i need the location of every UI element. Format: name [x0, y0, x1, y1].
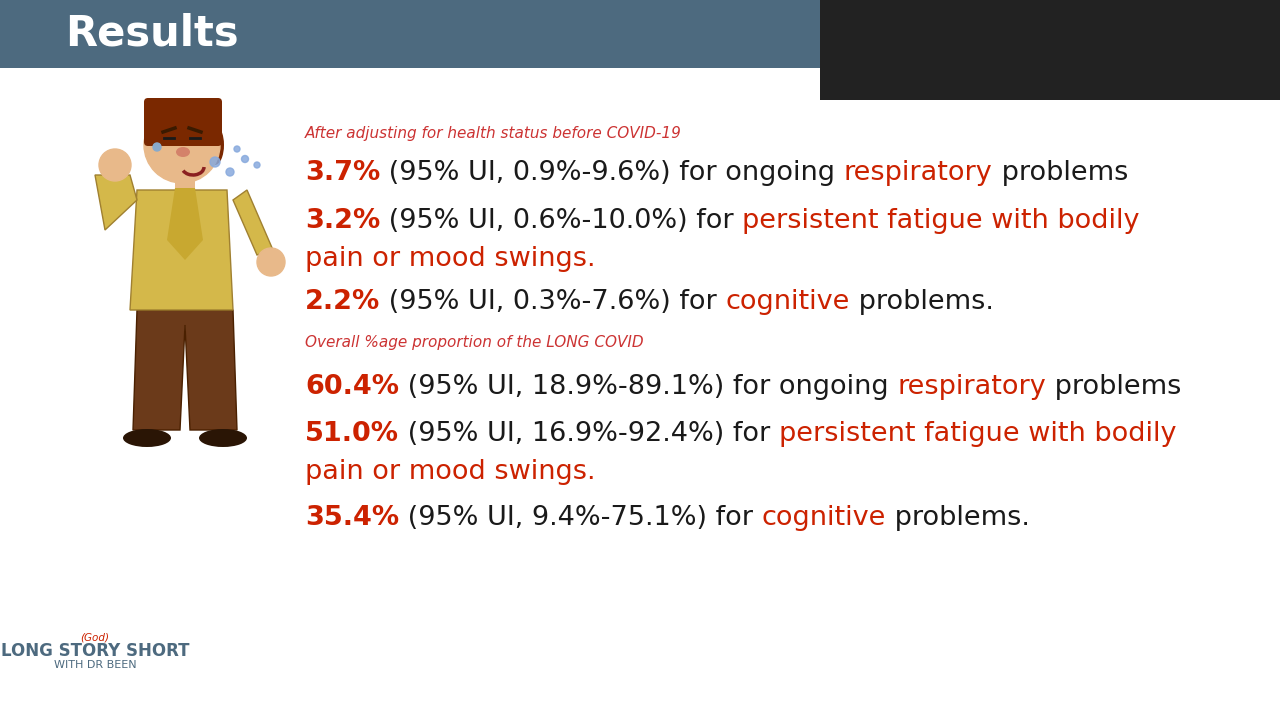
Circle shape — [154, 143, 161, 151]
Text: 2.2%: 2.2% — [305, 289, 380, 315]
Text: (95% UI, 16.9%-92.4%) for: (95% UI, 16.9%-92.4%) for — [399, 421, 778, 447]
Text: problems: problems — [992, 160, 1128, 186]
Text: WITH DR BEEN: WITH DR BEEN — [54, 660, 136, 670]
Circle shape — [143, 107, 220, 183]
Text: cognitive: cognitive — [726, 289, 850, 315]
Polygon shape — [233, 190, 273, 255]
FancyBboxPatch shape — [175, 160, 195, 188]
Circle shape — [234, 146, 241, 152]
Text: pain or mood swings.: pain or mood swings. — [305, 246, 595, 272]
Ellipse shape — [177, 147, 189, 157]
Text: (95% UI, 0.6%-10.0%) for: (95% UI, 0.6%-10.0%) for — [380, 208, 742, 234]
Text: pain or mood swings.: pain or mood swings. — [305, 459, 595, 485]
Polygon shape — [166, 188, 204, 260]
Text: persistent fatigue with bodily: persistent fatigue with bodily — [742, 208, 1140, 234]
Text: persistent fatigue with bodily: persistent fatigue with bodily — [778, 421, 1176, 447]
Text: (God): (God) — [81, 632, 110, 642]
Polygon shape — [133, 310, 237, 430]
Ellipse shape — [148, 125, 166, 165]
Ellipse shape — [206, 125, 224, 165]
Ellipse shape — [123, 429, 172, 447]
Polygon shape — [131, 190, 233, 310]
FancyBboxPatch shape — [143, 98, 221, 146]
Text: (95% UI, 0.3%-7.6%) for: (95% UI, 0.3%-7.6%) for — [380, 289, 726, 315]
Text: problems.: problems. — [850, 289, 993, 315]
Circle shape — [257, 248, 285, 276]
Text: respiratory: respiratory — [897, 374, 1046, 400]
Text: (95% UI, 0.9%-9.6%) for ongoing: (95% UI, 0.9%-9.6%) for ongoing — [380, 160, 844, 186]
Text: problems.: problems. — [886, 505, 1030, 531]
Ellipse shape — [146, 115, 214, 145]
Text: Results: Results — [65, 13, 238, 55]
Text: Overall %age proportion of the LONG COVID: Overall %age proportion of the LONG COVI… — [305, 335, 644, 349]
Text: respiratory: respiratory — [844, 160, 992, 186]
Text: After adjusting for health status before COVID-19: After adjusting for health status before… — [305, 126, 682, 140]
Circle shape — [99, 149, 131, 181]
Text: LONG STORY SHORT: LONG STORY SHORT — [1, 642, 189, 660]
Text: (95% UI, 18.9%-89.1%) for ongoing: (95% UI, 18.9%-89.1%) for ongoing — [399, 374, 897, 400]
Circle shape — [210, 157, 220, 167]
Text: 60.4%: 60.4% — [305, 374, 399, 400]
Text: 51.0%: 51.0% — [305, 421, 399, 447]
Text: problems: problems — [1046, 374, 1181, 400]
Circle shape — [242, 156, 248, 163]
Circle shape — [253, 162, 260, 168]
Text: (95% UI, 9.4%-75.1%) for: (95% UI, 9.4%-75.1%) for — [399, 505, 762, 531]
Circle shape — [227, 168, 234, 176]
Text: 3.2%: 3.2% — [305, 208, 380, 234]
FancyBboxPatch shape — [820, 0, 1280, 100]
Text: 3.7%: 3.7% — [305, 160, 380, 186]
Text: cognitive: cognitive — [762, 505, 886, 531]
Text: 35.4%: 35.4% — [305, 505, 399, 531]
Polygon shape — [95, 175, 137, 230]
Ellipse shape — [198, 429, 247, 447]
FancyBboxPatch shape — [0, 0, 820, 68]
